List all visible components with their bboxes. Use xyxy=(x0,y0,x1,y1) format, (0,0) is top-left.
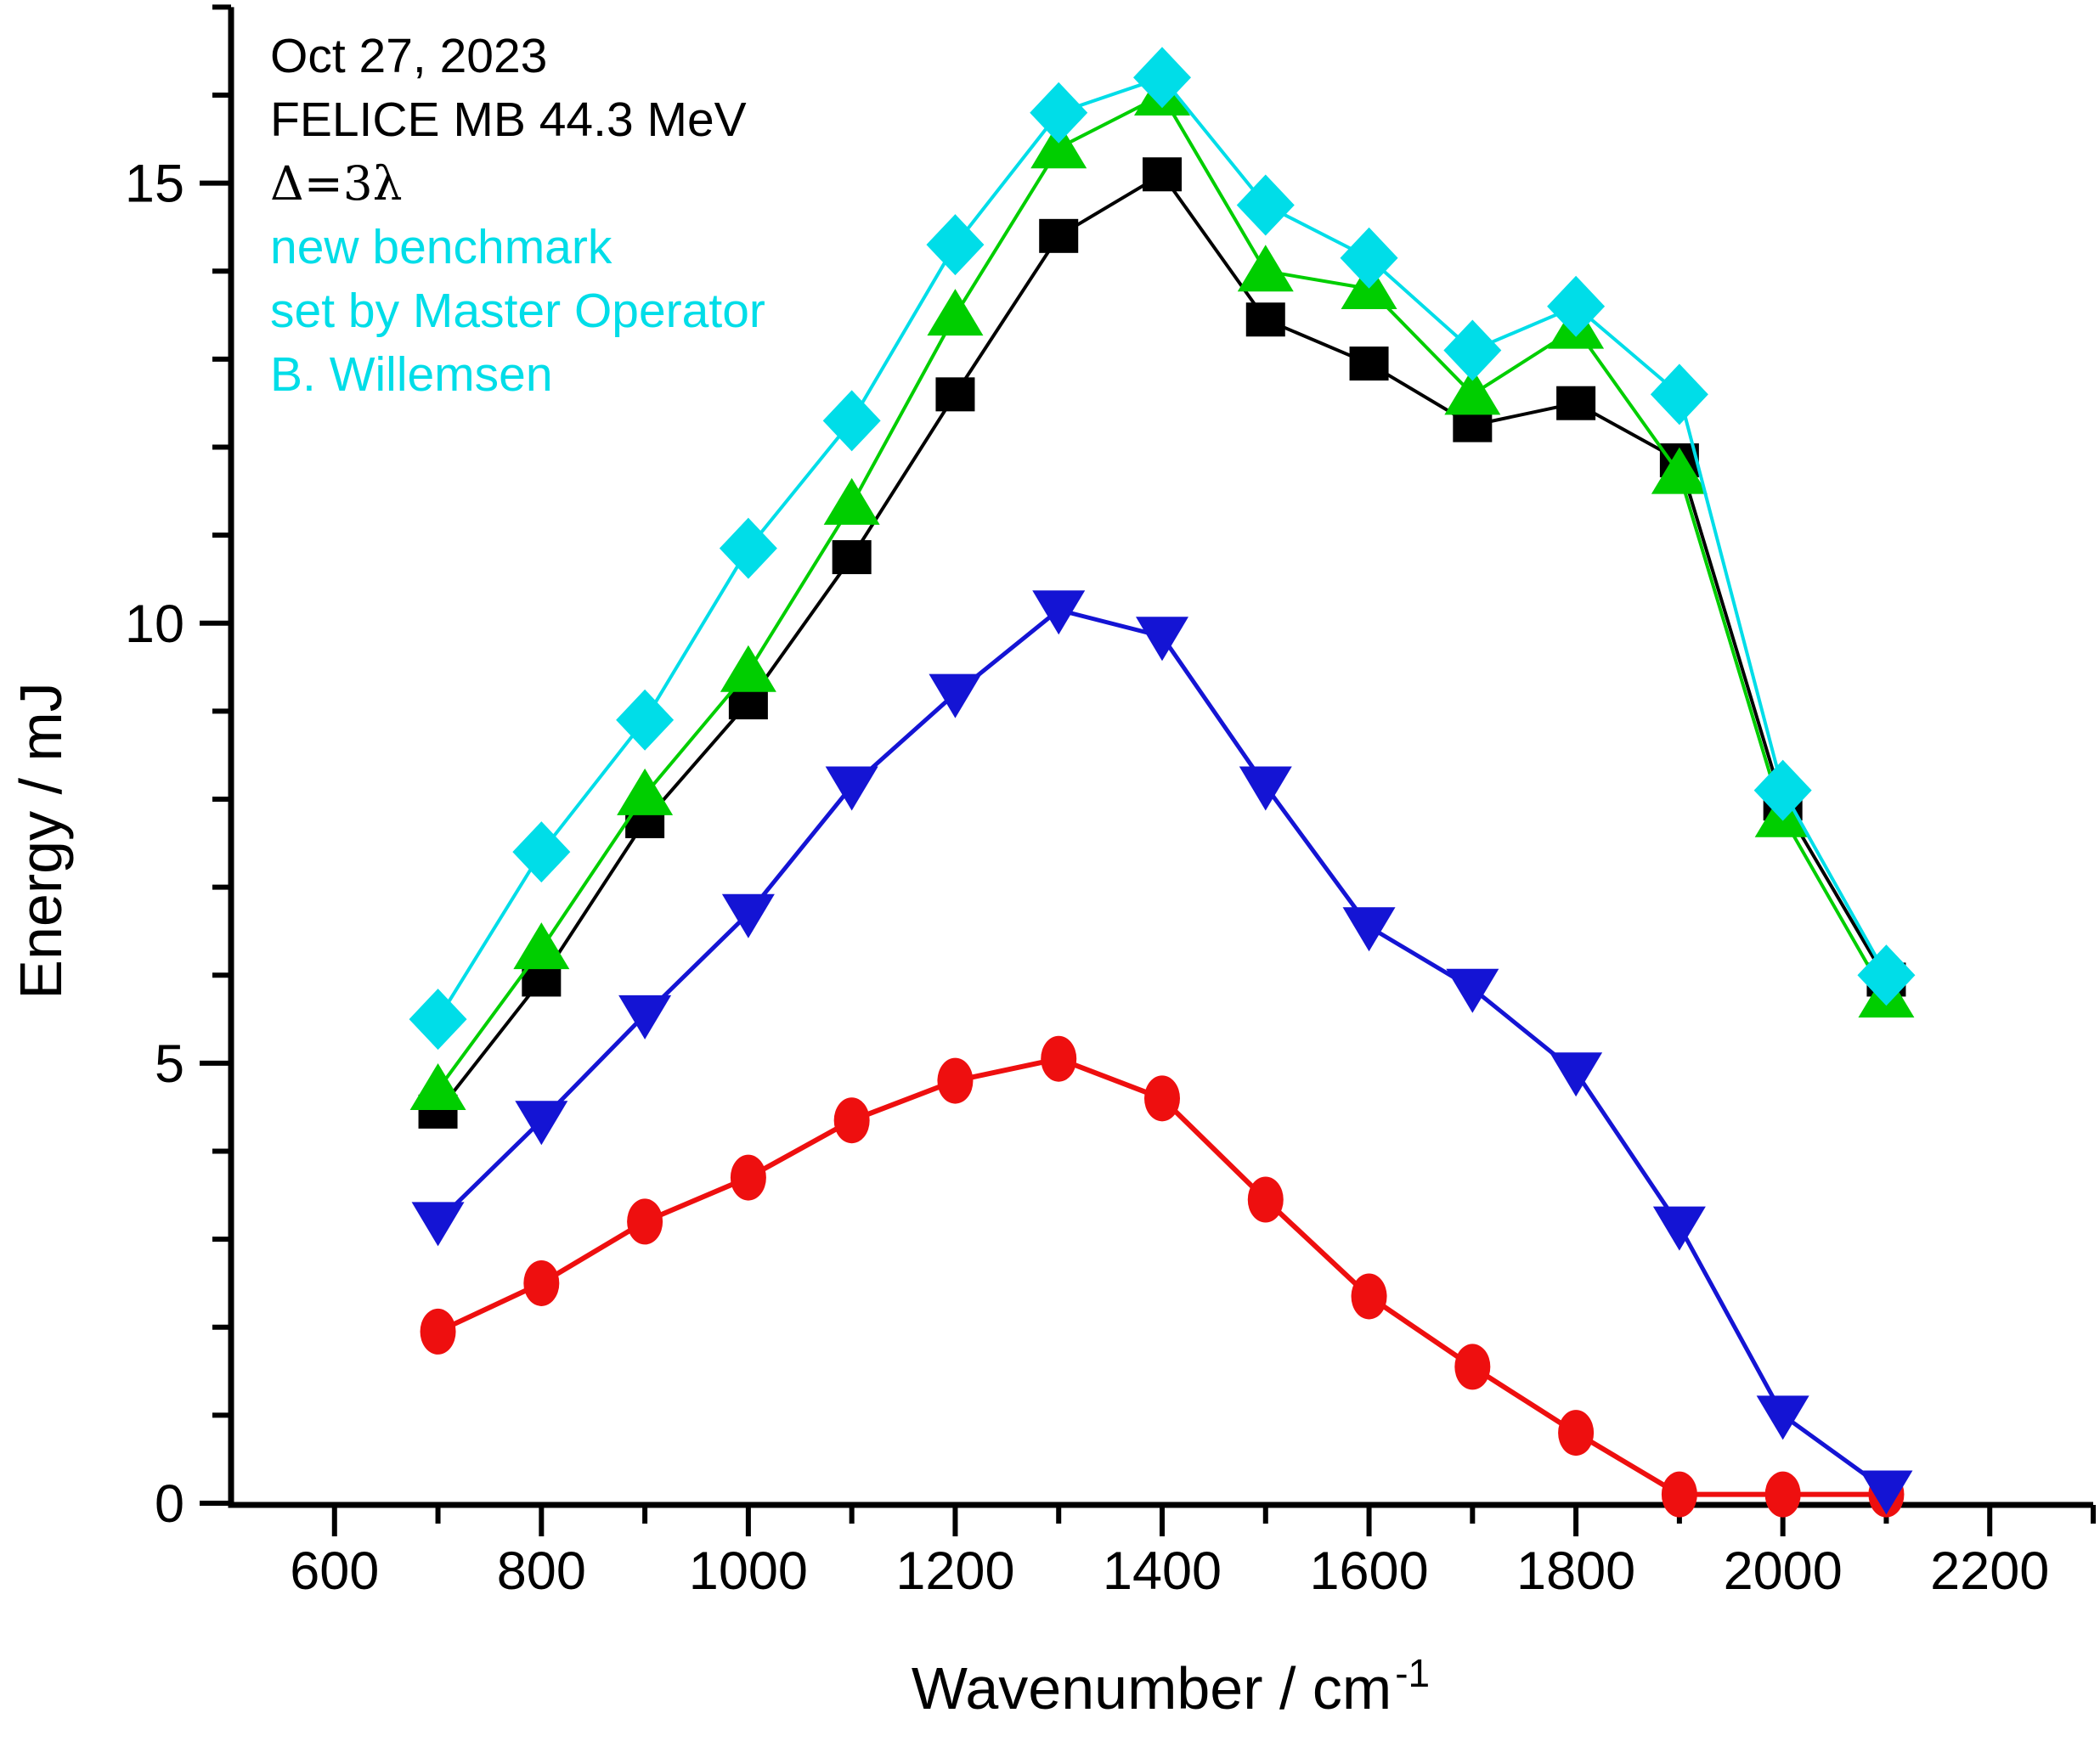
series-cyan-diamond-marker xyxy=(1650,363,1708,425)
series-cyan-diamond-marker xyxy=(616,689,675,751)
x-axis-title-text: Wavenumber / cm xyxy=(912,1655,1392,1721)
series-green-triangle-up-marker xyxy=(1030,121,1087,169)
series-green-triangle-up-marker xyxy=(617,768,674,815)
annotation-date: Oct 27, 2023 xyxy=(270,29,548,83)
x-tick-label: 1000 xyxy=(689,1541,808,1601)
series-cyan-diamond-line xyxy=(436,76,1888,1021)
series-cyan-diamond-marker xyxy=(1547,275,1606,337)
series-blue-triangle-down-marker xyxy=(1550,1052,1603,1097)
series-red-circle-marker xyxy=(1661,1471,1697,1518)
series-blue-triangle-down-marker xyxy=(618,995,672,1040)
series-cyan-diamond-marker xyxy=(1443,319,1502,381)
series-blue-triangle-down-marker xyxy=(1446,968,1499,1013)
y-tick-label: 15 xyxy=(125,155,184,214)
series-cyan-diamond-marker xyxy=(1857,944,1916,1006)
series-red-circle-marker xyxy=(420,1308,456,1355)
series-blue-triangle-down-marker xyxy=(515,1101,568,1146)
x-axis-title: Wavenumber / cm-1 xyxy=(912,1651,1430,1721)
series-green-triangle-up-marker xyxy=(720,645,776,692)
x-tick-label: 1800 xyxy=(1516,1541,1635,1601)
series-blue-triangle-down-marker xyxy=(721,893,775,938)
series-red-circle-marker xyxy=(1247,1176,1284,1223)
series-cyan-diamond-marker xyxy=(1340,227,1398,289)
series-green-triangle-up-marker xyxy=(409,1062,466,1110)
series-green-triangle-up-marker xyxy=(1651,447,1708,494)
series-blue-triangle-down-marker xyxy=(825,766,878,811)
series-black-square-marker xyxy=(1349,347,1389,381)
series-red-circle-line xyxy=(437,1056,1887,1497)
x-tick-label: 1400 xyxy=(1103,1541,1222,1601)
annotation-benchmark-1: new benchmark xyxy=(270,220,612,274)
series-blue-triangle-down-line xyxy=(436,607,1888,1492)
series-blue-triangle-down-marker xyxy=(929,673,982,718)
series-green-triangle-up-marker xyxy=(1444,368,1501,415)
series-red-circle-marker xyxy=(730,1154,766,1201)
series-red-circle-marker xyxy=(1764,1471,1801,1518)
series-cyan-diamond-marker xyxy=(719,517,777,579)
series-green-triangle-up-marker xyxy=(927,289,984,336)
series-cyan-diamond-marker xyxy=(1236,174,1295,236)
y-tick-label: 5 xyxy=(155,1034,184,1094)
x-axis-title-superscript: -1 xyxy=(1395,1651,1430,1695)
series-blue-triangle-down-marker xyxy=(1756,1395,1809,1440)
series-black-square-marker xyxy=(1143,157,1182,192)
series-green-triangle-up-marker xyxy=(1237,245,1294,292)
series-blue-triangle-down-marker xyxy=(1032,590,1086,635)
y-tick-label: 10 xyxy=(125,594,184,654)
series-black-square-marker xyxy=(1039,218,1079,253)
annotation-machine: FELICE MB 44.3 MeV xyxy=(270,93,747,147)
series-black-square-marker xyxy=(935,377,975,412)
series-green-triangle-up-line xyxy=(436,93,1888,1091)
series-red-circle-marker xyxy=(1454,1344,1491,1390)
axis-layer: 600 800 1000 1200 1400 1600 1800 2000 2200 0 5 10 15 xyxy=(125,4,2096,1601)
series-cyan-diamond-marker xyxy=(926,214,985,276)
series-cyan-diamond-marker xyxy=(1133,47,1191,109)
series-cyan-diamond-marker xyxy=(512,821,571,883)
series-blue-triangle-down-marker xyxy=(1136,617,1188,662)
series-green-triangle-up-marker xyxy=(823,477,880,525)
series-red-circle-marker xyxy=(1558,1410,1595,1457)
series-red-circle-marker xyxy=(937,1057,974,1104)
series-blue-triangle-down-marker xyxy=(411,1202,465,1247)
series-blue-triangle-down-marker xyxy=(1342,907,1396,952)
series-cyan-diamond-marker xyxy=(409,989,467,1051)
series-cyan-diamond-marker xyxy=(1753,759,1812,821)
series-red-circle-marker xyxy=(1144,1075,1180,1122)
series-black-square-marker xyxy=(1245,302,1285,337)
series-blue-triangle-down-marker xyxy=(1239,766,1292,811)
series-layer xyxy=(409,47,1916,1518)
annotation-benchmark-2: set by Master Operator xyxy=(270,284,765,338)
x-tick-label: 1200 xyxy=(895,1541,1014,1601)
series-red-circle-marker xyxy=(627,1198,663,1245)
y-tick-label: 0 xyxy=(155,1474,184,1534)
y-axis-title: Energy / mJ xyxy=(8,682,74,999)
x-tick-label: 800 xyxy=(497,1541,586,1601)
series-blue-triangle-down-marker xyxy=(1860,1470,1913,1515)
x-tick-label: 600 xyxy=(290,1541,379,1601)
annotation-cavity-detuning: Δ=3λ xyxy=(270,156,403,211)
annotation-benchmark-3: B. Willemsen xyxy=(270,347,553,402)
series-cyan-diamond-marker xyxy=(822,390,881,452)
series-black-square-marker xyxy=(832,540,872,575)
x-tick-label: 1600 xyxy=(1309,1541,1428,1601)
series-red-circle-marker xyxy=(523,1259,560,1306)
x-tick-label: 2000 xyxy=(1724,1541,1843,1601)
series-green-triangle-up-marker xyxy=(513,922,570,970)
series-black-square-marker xyxy=(1556,386,1596,420)
series-red-circle-marker xyxy=(1351,1273,1387,1320)
x-tick-label: 2200 xyxy=(1930,1541,2049,1601)
series-red-circle-marker xyxy=(1041,1035,1077,1082)
series-red-circle-marker xyxy=(833,1097,870,1144)
series-blue-triangle-down-marker xyxy=(1652,1206,1706,1251)
series-cyan-diamond-marker xyxy=(1030,82,1088,144)
